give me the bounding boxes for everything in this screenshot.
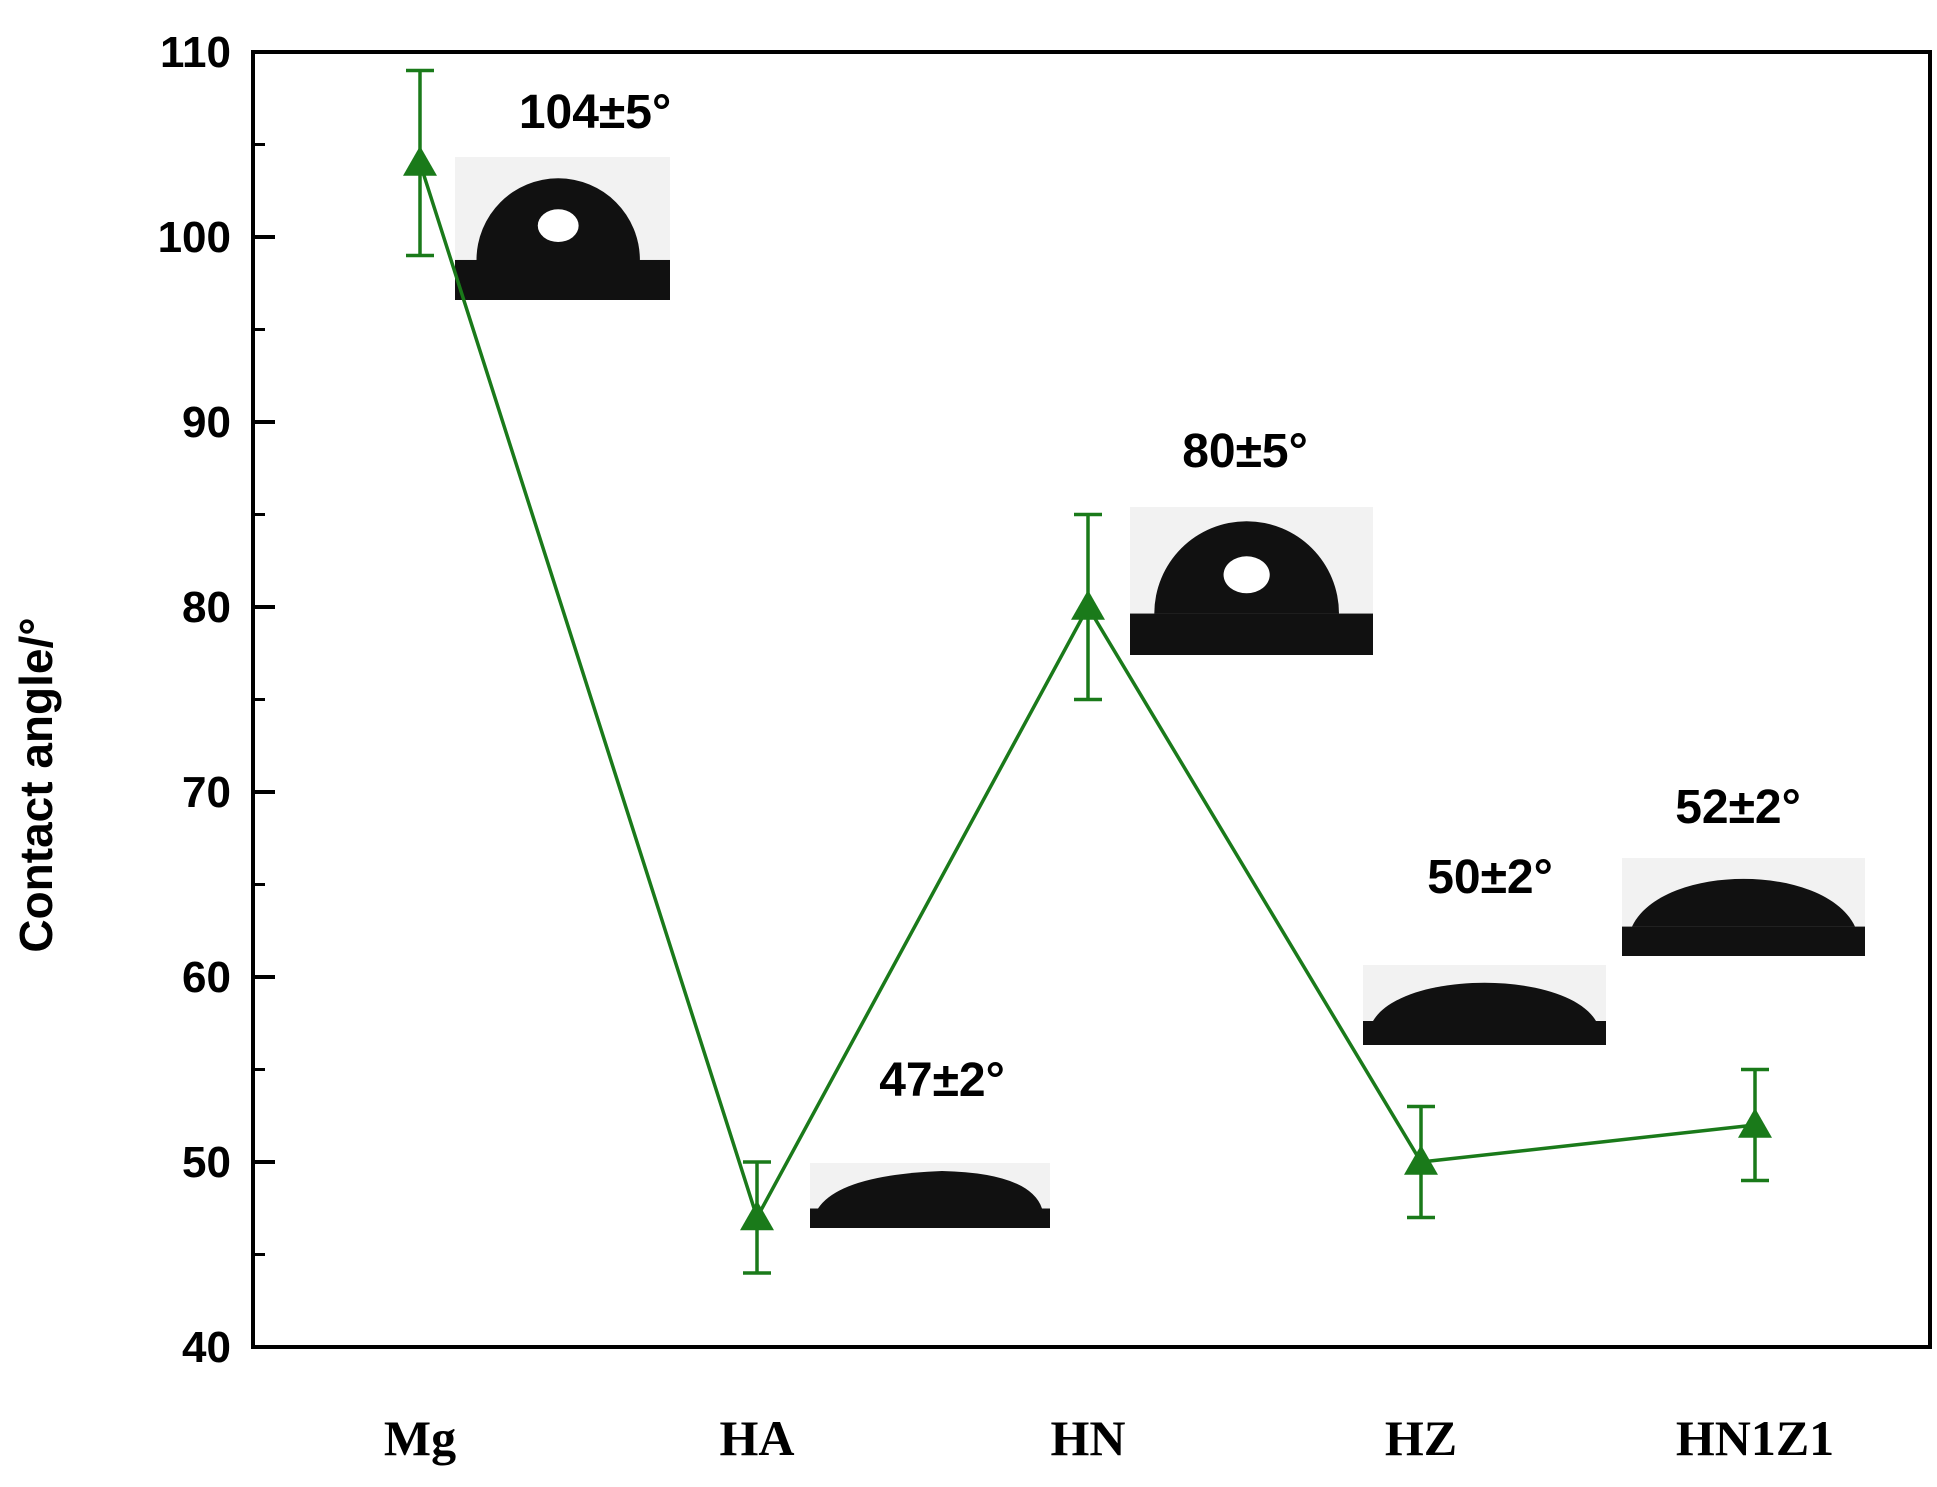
data-point-ha (740, 1200, 774, 1231)
y-axis-ticks: 40 50 60 70 80 90 100 110 (158, 28, 275, 1372)
data-point-mg (403, 146, 437, 176)
droplet-image-hn (1130, 507, 1373, 655)
droplet-images (455, 157, 1865, 1228)
data-point-hn (1071, 590, 1105, 620)
droplet-shape (818, 1171, 1042, 1209)
droplet-image-hn1z1 (1622, 858, 1865, 956)
y-tick-label-50: 50 (182, 1138, 231, 1187)
droplet-substrate (810, 1208, 1050, 1228)
x-axis-labels: Mg HA HN HZ HN1Z1 (384, 1410, 1834, 1466)
droplet-substrate (1363, 1021, 1606, 1045)
annotation-hz: 50±2° (1427, 851, 1553, 904)
x-tick-label-hn1z1: HN1Z1 (1676, 1410, 1834, 1466)
y-tick-label-80: 80 (182, 583, 231, 632)
y-tick-label-110: 110 (160, 28, 231, 77)
data-point-hz (1404, 1145, 1438, 1175)
y-tick-label-100: 100 (158, 213, 231, 262)
annotation-hn: 80±5° (1182, 425, 1308, 478)
y-tick-label-40: 40 (182, 1323, 231, 1372)
data-point-hn1z1 (1738, 1108, 1772, 1138)
droplet-substrate (1130, 613, 1373, 655)
droplet-highlight (537, 209, 579, 242)
x-tick-label-ha: HA (720, 1410, 795, 1466)
droplet-image-hz (1363, 965, 1606, 1045)
y-axis-title: Contact angle/° (10, 617, 62, 952)
annotations: 104±5° 47±2° 80±5° 50±2° 52±2° (519, 86, 1801, 1107)
droplet-highlight (1223, 556, 1270, 594)
annotation-ha: 47±2° (879, 1054, 1005, 1107)
x-tick-label-mg: Mg (384, 1410, 456, 1466)
droplet-image-mg (455, 157, 670, 300)
droplet-substrate (455, 259, 670, 300)
droplet-shape (1373, 982, 1596, 1021)
annotation-mg: 104±5° (519, 86, 671, 139)
x-tick-label-hn: HN (1051, 1410, 1126, 1466)
series-contact-angle (403, 68, 1772, 1275)
annotation-hn1z1: 52±2° (1675, 781, 1801, 834)
droplet-shape (1632, 878, 1855, 927)
y-tick-label-90: 90 (182, 398, 231, 447)
y-tick-label-60: 60 (182, 953, 231, 1002)
droplet-substrate (1622, 926, 1865, 956)
y-tick-label-70: 70 (182, 768, 231, 817)
droplet-image-ha (810, 1163, 1050, 1228)
x-tick-label-hz: HZ (1385, 1410, 1457, 1466)
